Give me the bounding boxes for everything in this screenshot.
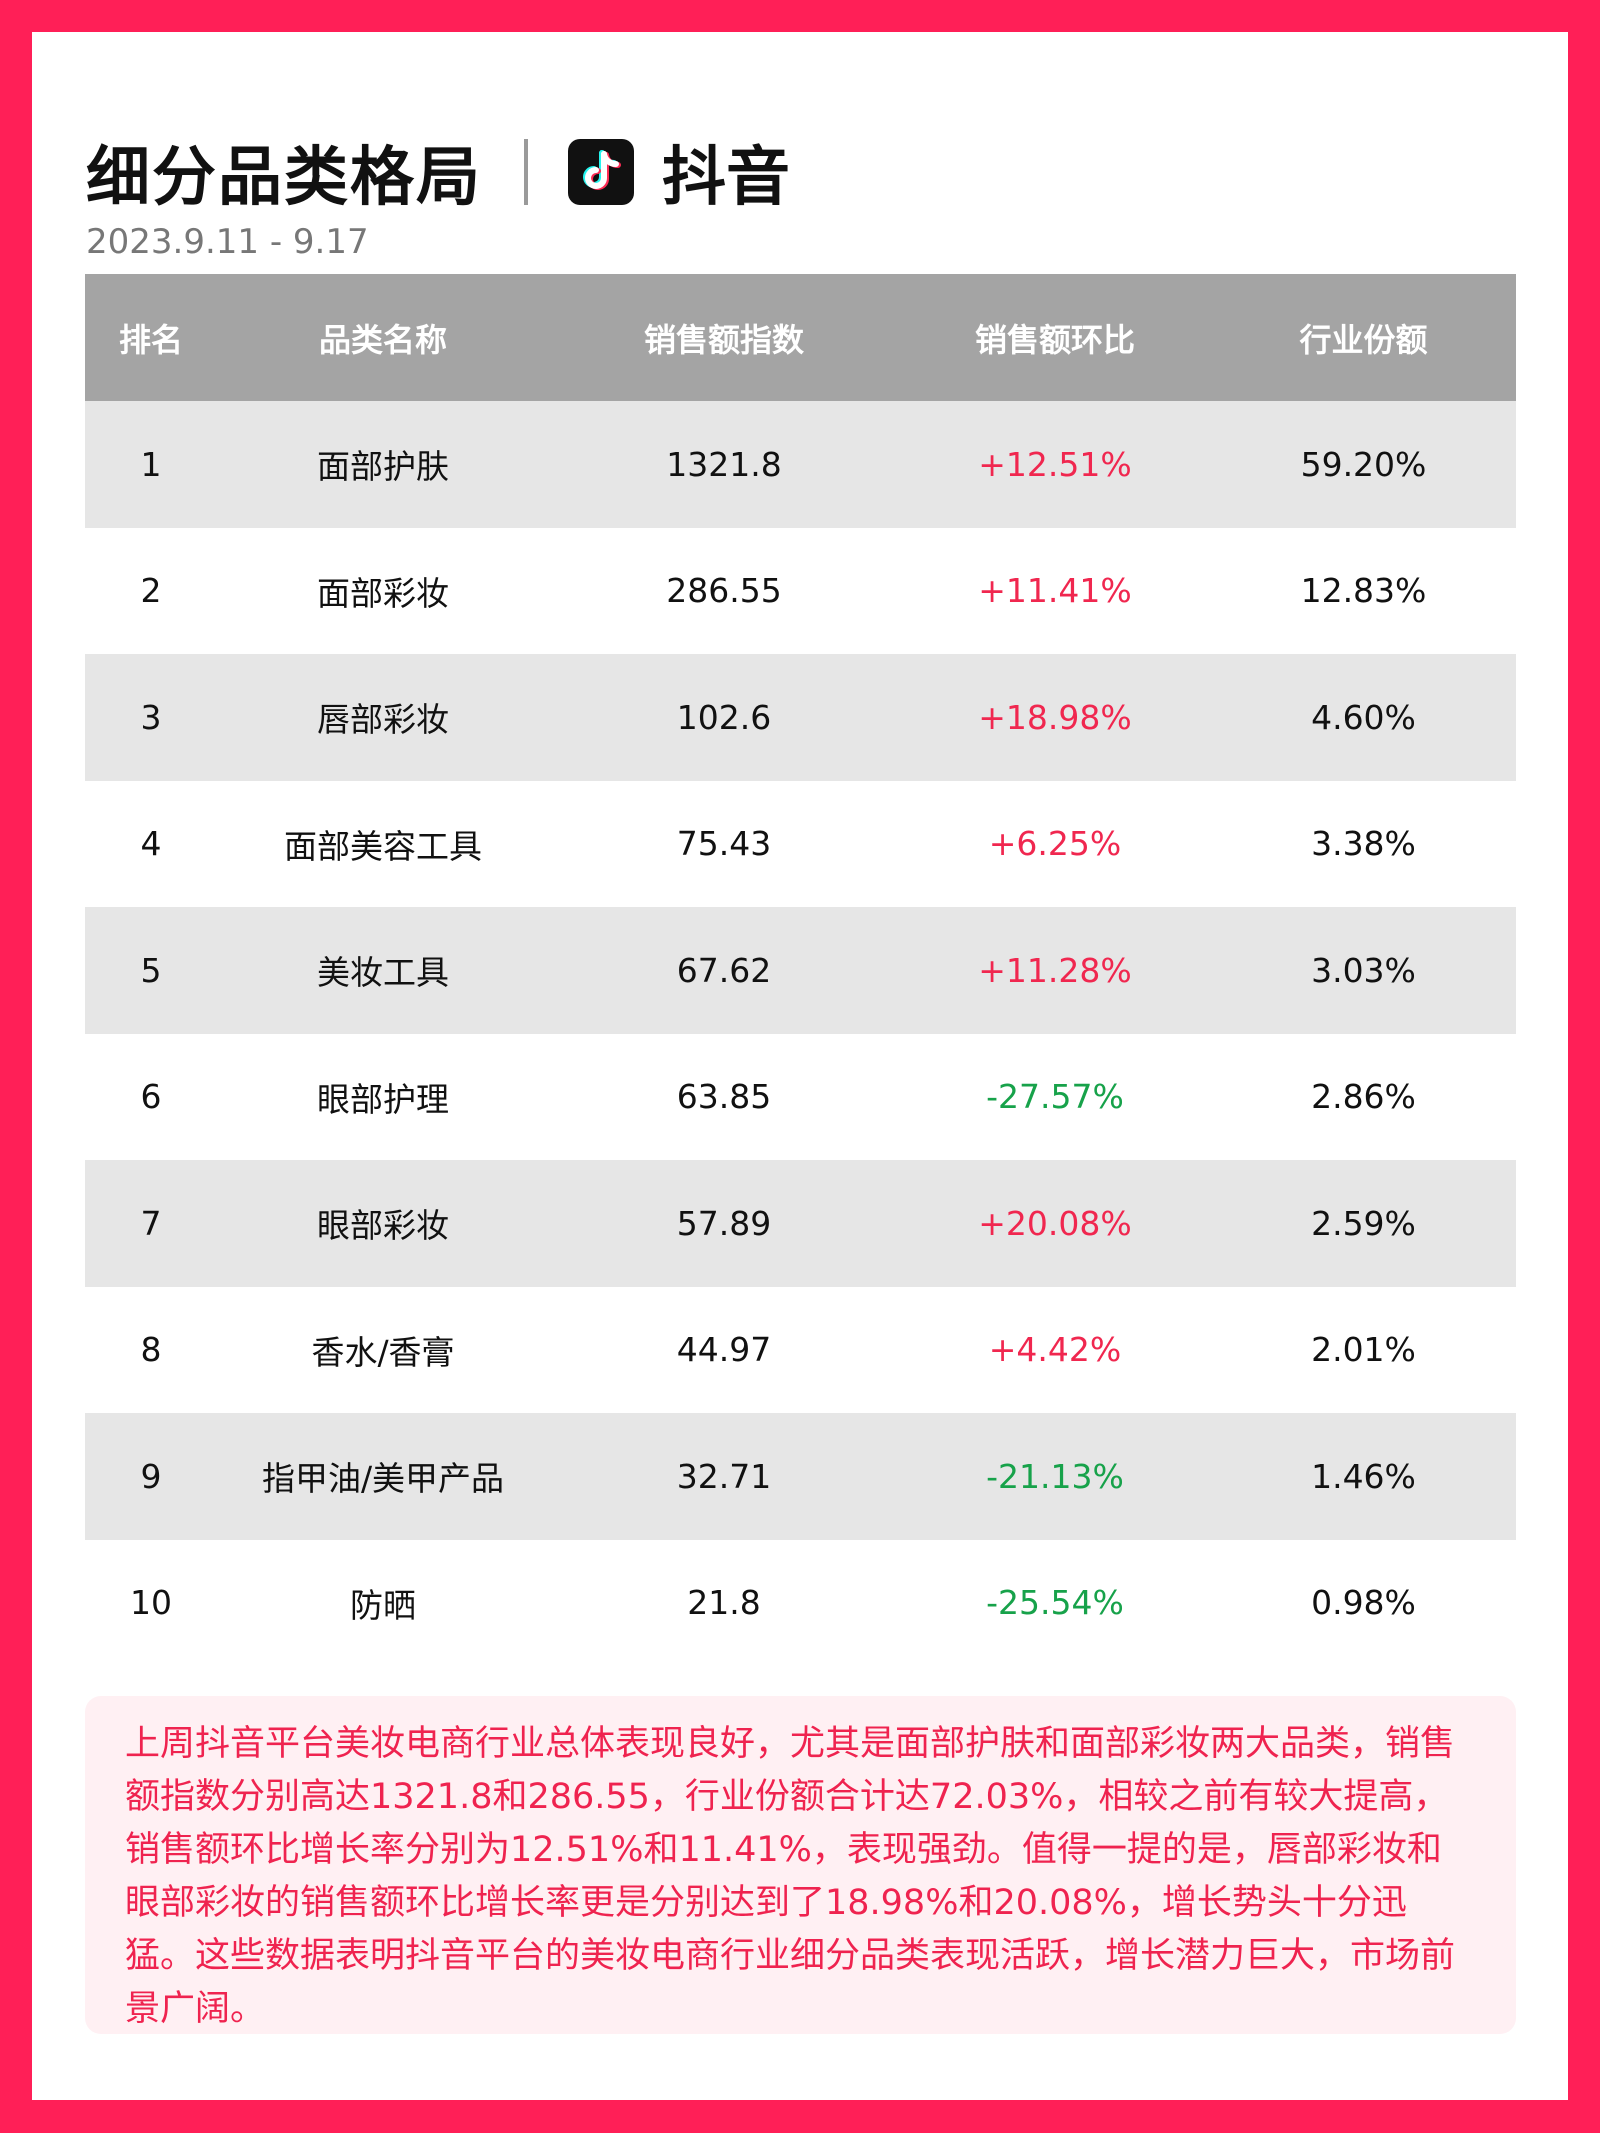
category-cell: 香水/香膏 xyxy=(217,1286,549,1413)
category-cell: 面部美容工具 xyxy=(217,780,549,907)
column-header-sales-index: 销售额指数 xyxy=(549,274,899,401)
rank-cell: 1 xyxy=(85,401,217,528)
table-row: 3 唇部彩妆 102.6 +18.98% 4.60% xyxy=(85,654,1516,781)
summary-text: 上周抖音平台美妆电商行业总体表现良好，尤其是面部护肤和面部彩妆两大品类，销售额指… xyxy=(85,1696,1516,2034)
category-cell: 眼部彩妆 xyxy=(217,1160,549,1287)
sales-index-cell: 67.62 xyxy=(549,907,899,1034)
category-cell: 眼部护理 xyxy=(217,1033,549,1160)
category-cell: 面部护肤 xyxy=(217,401,549,528)
share-cell: 4.60% xyxy=(1211,654,1516,781)
share-cell: 2.59% xyxy=(1211,1160,1516,1287)
mom-cell: +11.41% xyxy=(899,527,1211,654)
table-row: 8 香水/香膏 44.97 +4.42% 2.01% xyxy=(85,1286,1516,1413)
table-row: 9 指甲油/美甲产品 32.71 -21.13% 1.46% xyxy=(85,1413,1516,1540)
sales-index-cell: 286.55 xyxy=(549,527,899,654)
column-header-rank: 排名 xyxy=(85,274,217,401)
column-header-share: 行业份额 xyxy=(1211,274,1516,401)
sales-index-cell: 63.85 xyxy=(549,1033,899,1160)
page-title: 细分品类格局 xyxy=(86,141,482,215)
table-row: 4 面部美容工具 75.43 +6.25% 3.38% xyxy=(85,780,1516,907)
sales-index-cell: 57.89 xyxy=(549,1160,899,1287)
rank-cell: 6 xyxy=(85,1033,217,1160)
tiktok-logo-icon xyxy=(568,139,634,205)
category-ranking-table: 排名 品类名称 销售额指数 销售额环比 行业份额 1 面部护肤 1321.8 +… xyxy=(85,274,1516,1666)
sales-index-cell: 44.97 xyxy=(549,1286,899,1413)
table-row: 6 眼部护理 63.85 -27.57% 2.86% xyxy=(85,1033,1516,1160)
category-cell: 指甲油/美甲产品 xyxy=(217,1413,549,1540)
table-row: 5 美妆工具 67.62 +11.28% 3.03% xyxy=(85,907,1516,1034)
rank-cell: 2 xyxy=(85,527,217,654)
sales-index-cell: 1321.8 xyxy=(549,401,899,528)
mom-cell: +12.51% xyxy=(899,401,1211,528)
share-cell: 0.98% xyxy=(1211,1539,1516,1666)
rank-cell: 9 xyxy=(85,1413,217,1540)
rank-cell: 3 xyxy=(85,654,217,781)
sales-index-cell: 75.43 xyxy=(549,780,899,907)
mom-cell: +6.25% xyxy=(899,780,1211,907)
mom-cell: -27.57% xyxy=(899,1033,1211,1160)
date-range: 2023.9.11 - 9.17 xyxy=(86,222,369,262)
table-header-row: 排名 品类名称 销售额指数 销售额环比 行业份额 xyxy=(85,274,1516,401)
mom-cell: +20.08% xyxy=(899,1160,1211,1287)
mom-cell: +4.42% xyxy=(899,1286,1211,1413)
share-cell: 1.46% xyxy=(1211,1413,1516,1540)
table-row: 1 面部护肤 1321.8 +12.51% 59.20% xyxy=(85,401,1516,528)
share-cell: 12.83% xyxy=(1211,527,1516,654)
table-row: 10 防晒 21.8 -25.54% 0.98% xyxy=(85,1539,1516,1666)
share-cell: 3.03% xyxy=(1211,907,1516,1034)
rank-cell: 10 xyxy=(85,1539,217,1666)
report-card: 细分品类格局 抖音 2023.9.11 - 9.17 xyxy=(32,32,1568,2100)
rank-cell: 8 xyxy=(85,1286,217,1413)
sales-index-cell: 102.6 xyxy=(549,654,899,781)
category-cell: 唇部彩妆 xyxy=(217,654,549,781)
table-row: 2 面部彩妆 286.55 +11.41% 12.83% xyxy=(85,527,1516,654)
share-cell: 3.38% xyxy=(1211,780,1516,907)
category-cell: 美妆工具 xyxy=(217,907,549,1034)
share-cell: 59.20% xyxy=(1211,401,1516,528)
page-header: 细分品类格局 抖音 xyxy=(86,122,790,222)
share-cell: 2.01% xyxy=(1211,1286,1516,1413)
table-row: 7 眼部彩妆 57.89 +20.08% 2.59% xyxy=(85,1160,1516,1287)
rank-cell: 5 xyxy=(85,907,217,1034)
mom-cell: -21.13% xyxy=(899,1413,1211,1540)
rank-cell: 4 xyxy=(85,780,217,907)
mom-cell: +11.28% xyxy=(899,907,1211,1034)
category-cell: 防晒 xyxy=(217,1539,549,1666)
sales-index-cell: 32.71 xyxy=(549,1413,899,1540)
mom-cell: -25.54% xyxy=(899,1539,1211,1666)
column-header-category: 品类名称 xyxy=(217,274,549,401)
mom-cell: +18.98% xyxy=(899,654,1211,781)
brand-name: 抖音 xyxy=(662,141,790,215)
sales-index-cell: 21.8 xyxy=(549,1539,899,1666)
share-cell: 2.86% xyxy=(1211,1033,1516,1160)
category-cell: 面部彩妆 xyxy=(217,527,549,654)
title-divider xyxy=(524,139,528,205)
rank-cell: 7 xyxy=(85,1160,217,1287)
column-header-mom: 销售额环比 xyxy=(899,274,1211,401)
